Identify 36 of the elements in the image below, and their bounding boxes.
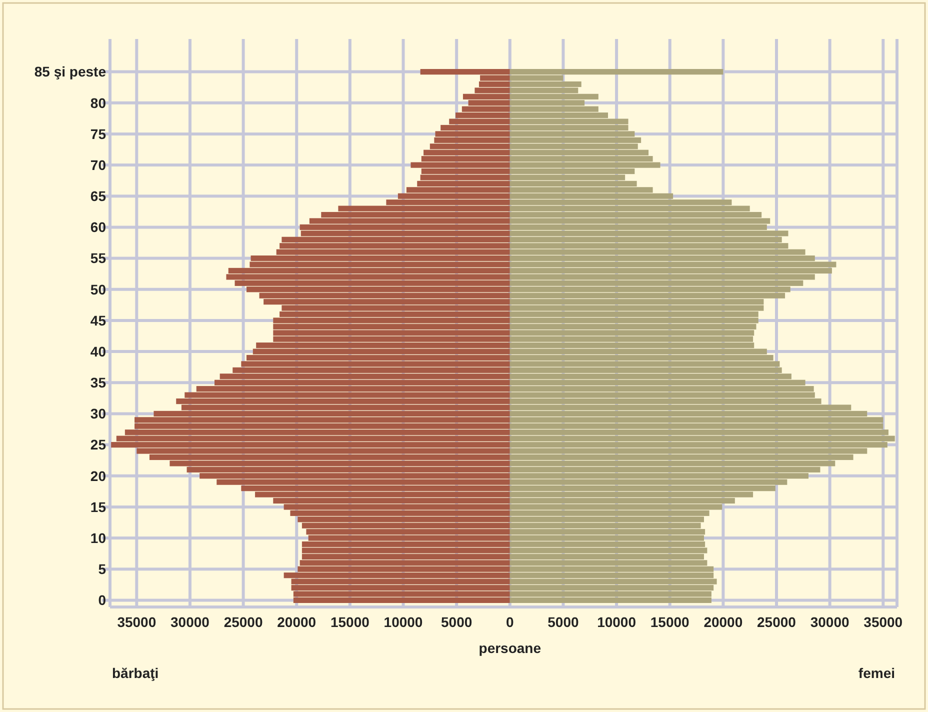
x-tick-label: 10000 — [384, 614, 423, 630]
y-tick-label: 65 — [90, 188, 106, 204]
x-tick-label: 30000 — [170, 614, 210, 630]
x-tick-label: 15000 — [330, 614, 370, 630]
y-tick-label: 5 — [98, 561, 106, 578]
x-tick-label: 20000 — [277, 614, 316, 630]
y-tick-label: 50 — [90, 281, 106, 298]
x-tick-label: 5000 — [441, 614, 472, 630]
y-tick-label: 40 — [90, 343, 106, 360]
y-tick-label: 15 — [90, 498, 106, 515]
y-tick-label: 60 — [90, 219, 106, 236]
y-tick-label: 20 — [90, 468, 106, 484]
x-tick-label: 30000 — [810, 614, 850, 630]
x-tick-label: 15000 — [650, 614, 690, 630]
text: bărbaţi — [112, 665, 159, 681]
x-tick-label: 0 — [506, 614, 514, 630]
y-tick-label: 25 — [90, 436, 106, 453]
x-tick-label: 35000 — [117, 614, 156, 630]
x-tick-label: 20000 — [704, 614, 743, 630]
y-tick-label: 0 — [98, 592, 106, 608]
x-tick-label: 5000 — [548, 614, 579, 630]
y-tick-label: 55 — [90, 250, 106, 266]
x-tick-label: 10000 — [597, 614, 636, 630]
x-axis-title: persoane — [478, 640, 542, 656]
text: femei — [858, 665, 895, 681]
y-tick-label: 70 — [90, 156, 106, 173]
x-tick-label: 25000 — [224, 614, 263, 630]
y-tick-label: 75 — [90, 126, 106, 142]
y-tick-label: 10 — [90, 530, 106, 546]
x-tick-label: 35000 — [864, 614, 903, 630]
y-tick-label: 45 — [90, 312, 106, 328]
y-tick-label: 85 şi peste — [34, 64, 106, 80]
y-tick-label: 30 — [90, 406, 106, 422]
x-tick-label: 25000 — [757, 614, 796, 630]
y-tick-label: 80 — [90, 94, 106, 111]
y-tick-label: 35 — [90, 374, 106, 391]
